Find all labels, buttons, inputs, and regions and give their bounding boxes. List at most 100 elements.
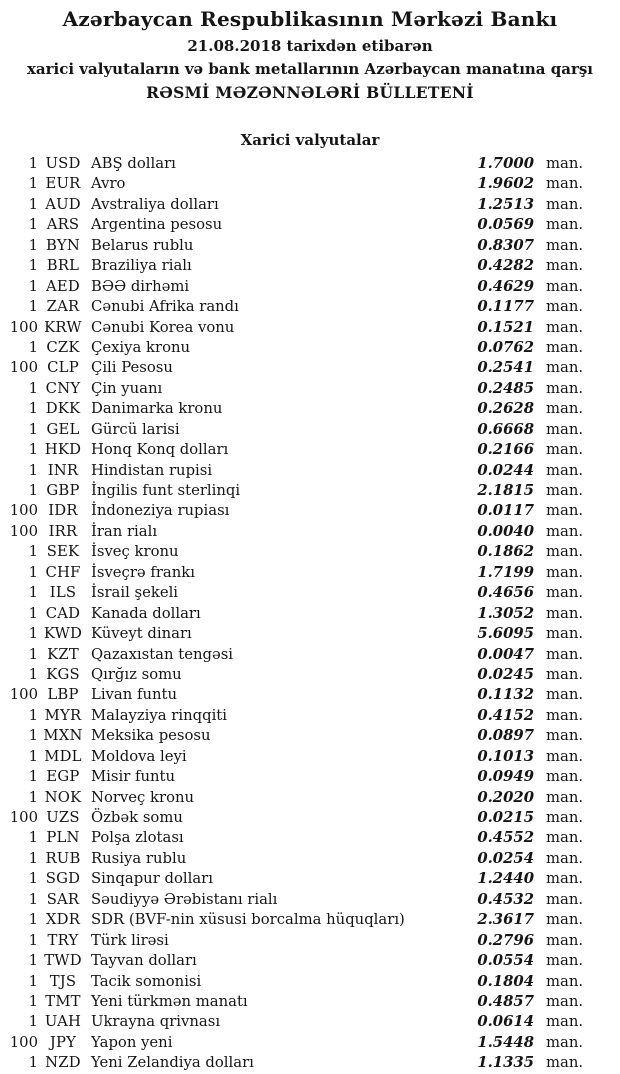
quantity-cell: 1 — [28, 1013, 38, 1031]
unit-cell: man. — [546, 379, 584, 397]
unit-cell: man. — [546, 768, 584, 786]
quantity-cell: 1 — [28, 543, 38, 561]
unit-cell: man. — [546, 257, 584, 275]
table-row: 1 BYN Belarus rublu 0.8307 man. — [0, 236, 620, 256]
currency-code-cell: PLN — [46, 829, 80, 847]
currency-name-cell: Avstraliya dolları — [91, 195, 219, 213]
currency-code-cell: ZAR — [46, 298, 80, 316]
currency-code-cell: EGP — [46, 768, 80, 786]
rate-value-cell: 0.0047 — [477, 645, 534, 663]
rate-value-cell: 0.0254 — [477, 849, 534, 867]
rate-value-cell: 0.4857 — [477, 992, 534, 1010]
quantity-cell: 1 — [28, 890, 38, 908]
unit-cell: man. — [546, 359, 584, 377]
currency-name-cell: Qazaxıstan tengəsi — [91, 645, 234, 663]
currency-code-cell: SAR — [46, 890, 80, 908]
currency-code-cell: NOK — [44, 788, 82, 806]
currency-name-cell: SDR (BVF-nin xüsusi borcalma hüquqları) — [91, 911, 405, 929]
rate-value-cell: 1.7000 — [477, 155, 534, 172]
currency-code-cell: EUR — [45, 175, 81, 193]
quantity-cell: 1 — [28, 849, 38, 867]
currency-code-cell: SEK — [46, 543, 80, 561]
currency-name-cell: Honq Konq dolları — [91, 441, 229, 459]
quantity-cell: 1 — [28, 175, 38, 193]
bank-name-title: Azərbaycan Respublikasının Mərkəzi Bankı — [62, 7, 558, 31]
table-row: 1 XDR SDR (BVF-nin xüsusi borcalma hüquq… — [0, 910, 620, 930]
currency-code-cell: CNY — [45, 379, 81, 397]
currency-code-cell: XDR — [45, 911, 81, 929]
quantity-cell: 1 — [28, 829, 38, 847]
unit-cell: man. — [546, 420, 584, 438]
currency-name-cell: İngilis funt sterlinqi — [91, 482, 241, 499]
rate-value-cell: 0.1862 — [477, 543, 534, 561]
currency-name-cell: Səudiyyə Ərəbistanı rialı — [91, 890, 278, 908]
table-row: 1 BRL Braziliya rialı 0.4282 man. — [0, 256, 620, 276]
unit-cell: man. — [546, 175, 584, 193]
quantity-cell: 1 — [28, 216, 38, 234]
currency-code-cell: TJS — [49, 972, 77, 990]
quantity-cell: 1 — [28, 788, 38, 806]
table-row: 1 GBP İngilis funt sterlinqi 2.1815 man. — [0, 481, 620, 501]
rate-value-cell: 0.8307 — [477, 236, 534, 254]
currency-code-cell: KZT — [47, 645, 79, 663]
unit-cell: man. — [546, 911, 584, 929]
unit-cell: man. — [546, 155, 584, 172]
currency-name-cell: Cənubi Afrika randı — [91, 298, 239, 316]
bulletin-title: RƏSMİ MƏZƏNNƏLƏRİ BÜLLETENİ — [146, 83, 474, 102]
currency-code-cell: UAH — [44, 1013, 82, 1031]
rate-value-cell: 1.3052 — [477, 604, 534, 622]
quantity-cell: 1 — [28, 706, 38, 724]
unit-cell: man. — [546, 400, 584, 418]
table-row: 1 SEK İsveç kronu 0.1862 man. — [0, 542, 620, 562]
currency-name-cell: Cənubi Korea vonu — [91, 318, 235, 336]
unit-cell: man. — [546, 338, 584, 356]
rate-value-cell: 5.6095 — [477, 625, 534, 643]
currency-code-cell: UZS — [46, 809, 80, 826]
rate-value-cell: 0.1521 — [477, 318, 534, 336]
rate-value-cell: 0.0040 — [477, 522, 534, 540]
unit-cell: man. — [546, 788, 584, 806]
unit-cell: man. — [546, 298, 584, 316]
unit-cell: man. — [546, 604, 584, 622]
currency-name-cell: Qırğız somu — [91, 665, 182, 683]
table-row: 1 EUR Avro 1.9602 man. — [0, 174, 620, 194]
currency-name-cell: Meksika pesosu — [91, 727, 211, 745]
quantity-cell: 1 — [28, 441, 38, 459]
currency-name-cell: Çexiya kronu — [91, 338, 191, 356]
rate-value-cell: 0.1013 — [477, 747, 534, 765]
table-row: 1 GEL Gürcü larisi 0.6668 man. — [0, 420, 620, 440]
rate-value-cell: 0.2541 — [477, 359, 534, 377]
currency-name-cell: BƏƏ dirhəmi — [91, 277, 190, 295]
currency-name-cell: Yeni türkmən manatı — [91, 992, 248, 1010]
rates-table: 1 USD ABŞ dolları 1.7000 man. 1 EUR Avro… — [0, 154, 620, 1074]
currency-name-cell: İsrail şekeli — [91, 584, 179, 602]
quantity-cell: 1 — [28, 298, 38, 316]
currency-name-cell: Polşa zlotası — [91, 829, 184, 847]
unit-cell: man. — [546, 1033, 584, 1051]
currency-name-cell: Danimarka kronu — [91, 400, 223, 418]
rate-value-cell: 0.0244 — [477, 461, 534, 479]
quantity-cell: 1 — [28, 155, 38, 172]
table-row: 1 CZK Çexiya kronu 0.0762 man. — [0, 338, 620, 358]
table-row: 1 AUD Avstraliya dolları 1.2513 man. — [0, 195, 620, 215]
quantity-cell: 1 — [28, 747, 38, 765]
currency-code-cell: SGD — [45, 870, 81, 888]
currency-name-cell: Çili Pesosu — [91, 359, 173, 377]
unit-cell: man. — [546, 482, 584, 499]
currency-code-cell: CHF — [45, 563, 81, 581]
currency-code-cell: BRL — [46, 257, 80, 275]
table-row: 1 KGS Qırğız somu 0.0245 man. — [0, 665, 620, 685]
currency-code-cell: AUD — [45, 195, 81, 213]
table-row: 1 RUB Rusiya rublu 0.0254 man. — [0, 849, 620, 869]
table-row: 1 AED BƏƏ dirhəmi 0.4629 man. — [0, 277, 620, 297]
unit-cell: man. — [546, 318, 584, 336]
rate-value-cell: 0.0569 — [477, 216, 534, 234]
unit-cell: man. — [546, 686, 584, 704]
currency-code-cell: KGS — [46, 665, 80, 683]
table-row: 1 CAD Kanada dolları 1.3052 man. — [0, 604, 620, 624]
currency-name-cell: Kanada dolları — [91, 604, 201, 622]
quantity-cell: 1 — [28, 911, 38, 929]
rate-value-cell: 0.0949 — [477, 768, 534, 786]
currency-name-cell: Hindistan rupisi — [91, 461, 213, 479]
table-row: 1 SGD Sinqapur dolları 1.2440 man. — [0, 869, 620, 889]
